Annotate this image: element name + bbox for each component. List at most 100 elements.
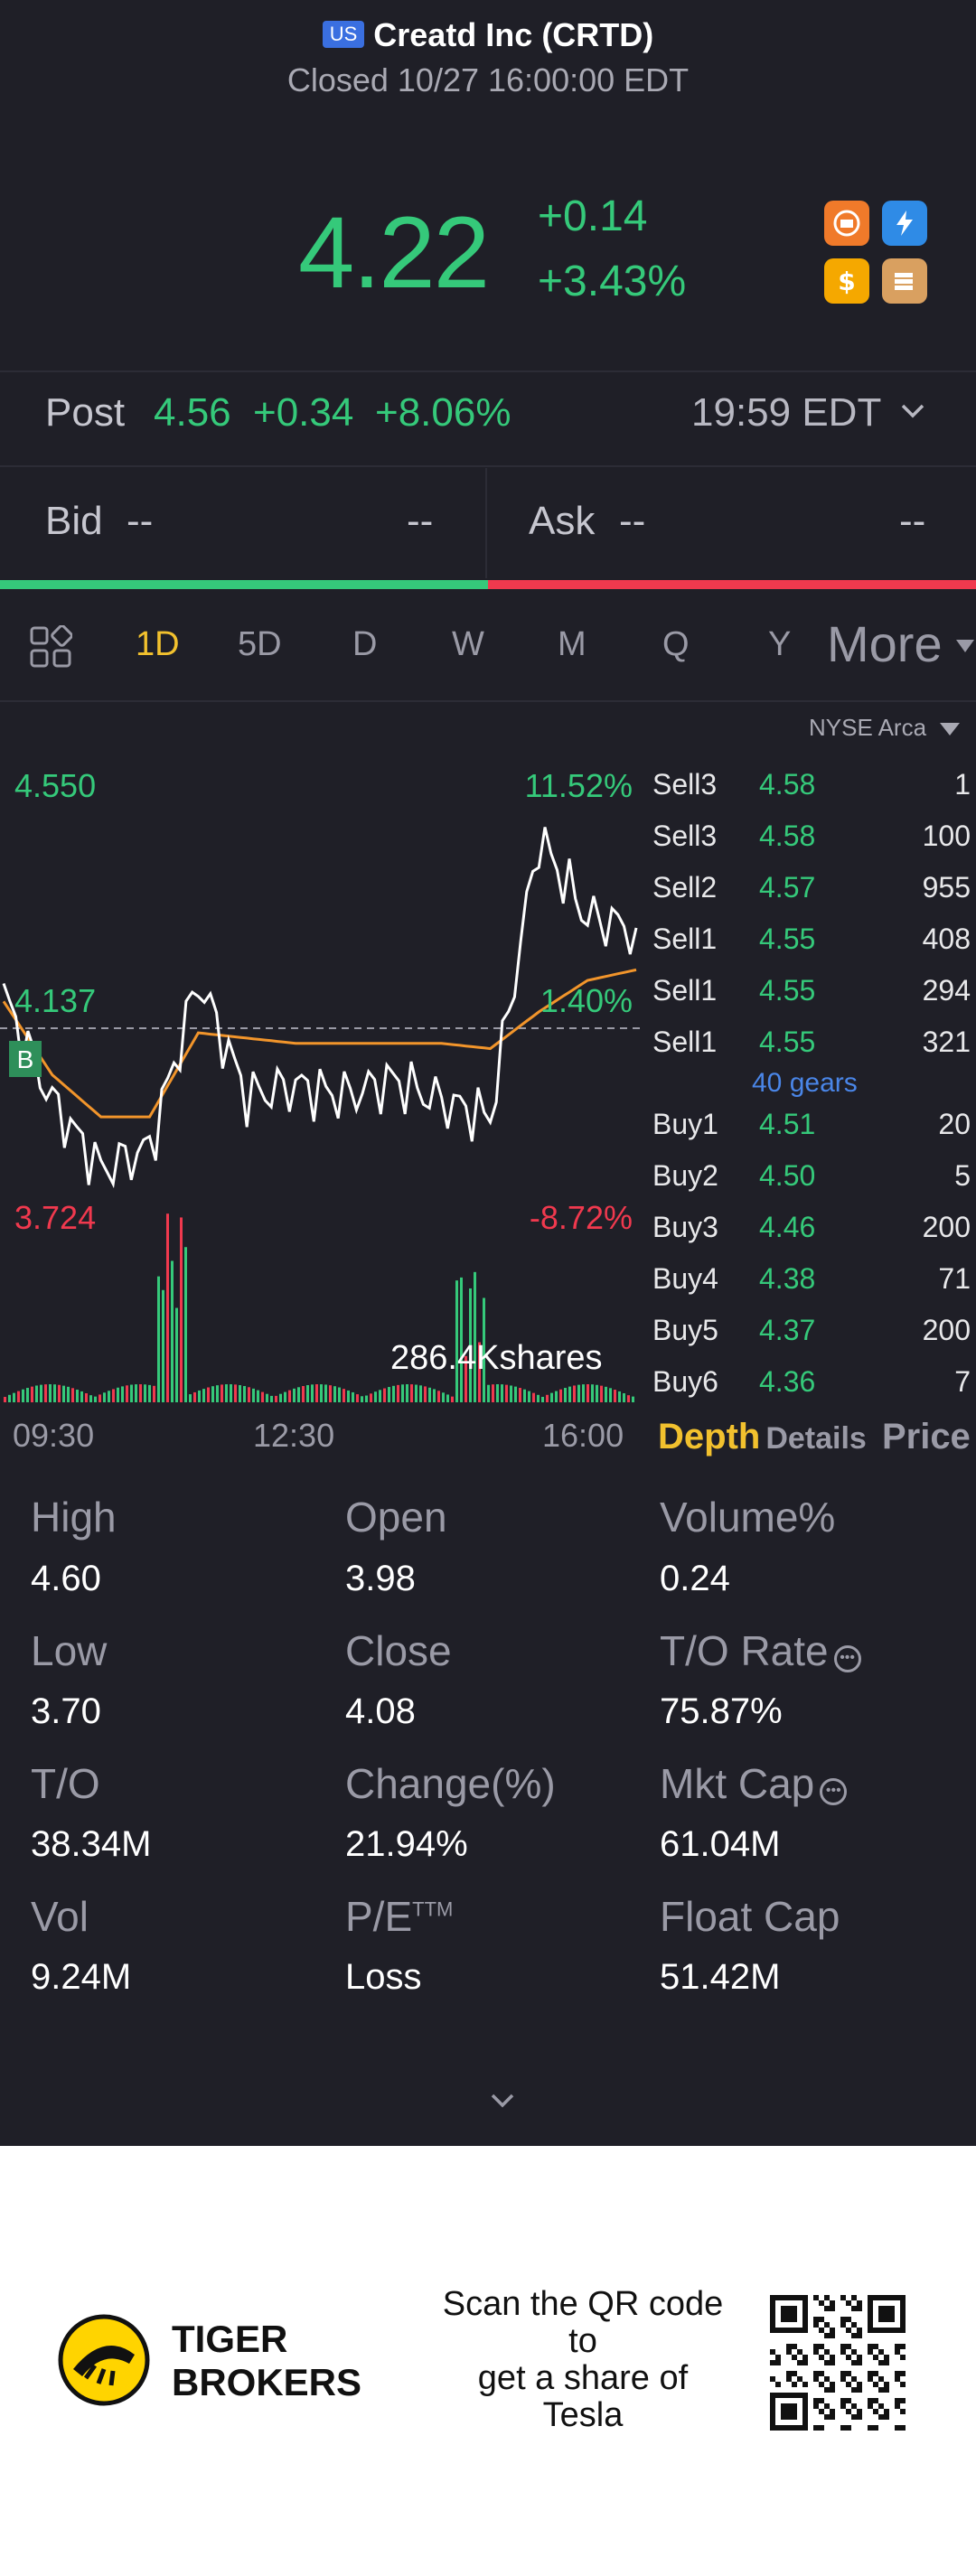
expand-chevron-icon[interactable] — [489, 2087, 516, 2114]
bid-ask-divider — [485, 468, 487, 578]
last-price: 4.22 — [298, 196, 490, 309]
post-time[interactable]: 19:59 EDT — [691, 390, 882, 435]
stat-label: Close — [345, 1627, 452, 1674]
tab-w[interactable]: W — [452, 625, 484, 663]
volume-bar — [519, 1388, 521, 1402]
volume-bar — [257, 1390, 259, 1402]
volume-bar — [361, 1396, 363, 1402]
tab-details[interactable]: Details — [765, 1421, 867, 1456]
stat-value: 21.94% — [345, 1824, 468, 1864]
exchange-selector[interactable]: NYSE Arca — [809, 714, 927, 741]
info-icon[interactable]: ••• — [833, 1645, 861, 1672]
tab-5d[interactable]: 5D — [238, 625, 282, 663]
price-change-pct: +3.43% — [538, 258, 687, 305]
tab-1d[interactable]: 1D — [136, 625, 180, 663]
volume-bar — [189, 1394, 192, 1402]
high-label: 4.550 — [14, 767, 96, 804]
volume-bar — [22, 1389, 24, 1402]
exchange-caret-icon[interactable] — [940, 723, 960, 735]
volume-bar — [171, 1260, 174, 1402]
market-status: Closed 10/27 16:00:00 EDT — [286, 61, 690, 98]
stack-icon[interactable] — [882, 258, 927, 304]
lightning-icon[interactable] — [882, 201, 927, 246]
volume-bar — [388, 1387, 390, 1402]
volume-bar — [135, 1384, 137, 1402]
volume-bar — [306, 1385, 309, 1402]
tab-m[interactable]: M — [558, 625, 587, 663]
volume-bar — [266, 1393, 268, 1402]
volume-bar — [40, 1384, 42, 1402]
buy-marker — [9, 1041, 42, 1077]
book-row: Buy5 4.37 200 — [652, 1314, 971, 1346]
volume-bar — [365, 1395, 368, 1402]
volume-bar — [99, 1394, 101, 1402]
volume-bar — [44, 1384, 47, 1402]
volume-bar — [80, 1391, 83, 1402]
gears-link[interactable]: 40 gears — [752, 1068, 858, 1098]
tab-d[interactable]: D — [352, 625, 378, 663]
stat-value: 51.42M — [660, 1957, 781, 1997]
volume-bar — [126, 1385, 128, 1402]
gift-icon[interactable] — [824, 201, 869, 246]
volume-bar — [302, 1385, 305, 1402]
volume-bar — [162, 1289, 164, 1402]
ask-ratio-bar — [488, 580, 976, 589]
period-tabs: 1D 5D D W M Q Y More — [0, 614, 976, 692]
chevron-down-icon[interactable] — [899, 398, 926, 425]
ask-label: Ask — [529, 499, 596, 543]
volume-bar — [501, 1384, 503, 1402]
volume-bar — [117, 1387, 119, 1402]
mid-label: 4.137 — [14, 982, 96, 1019]
volume-bar — [591, 1384, 594, 1402]
info-icon[interactable]: ••• — [820, 1778, 848, 1805]
volume-bar — [523, 1389, 526, 1402]
grid-icon[interactable] — [29, 625, 72, 669]
volume-bar — [451, 1396, 454, 1402]
post-change-pct: +8.06% — [375, 390, 511, 435]
volume-bar — [17, 1391, 20, 1402]
volume-bar — [8, 1394, 11, 1402]
volume-bar — [433, 1389, 436, 1402]
tab-depth[interactable]: Depth — [658, 1417, 761, 1457]
volume-bar — [582, 1384, 585, 1402]
qr-code — [770, 2295, 906, 2431]
stat-label: Vol — [31, 1893, 89, 1940]
volume-bar — [89, 1395, 92, 1402]
ask-size: -- — [899, 499, 926, 543]
stat-label: Low — [31, 1627, 108, 1674]
intraday-chart[interactable]: B 4.550 11.52% 4.137 1.40% 3.724 -8.72% — [0, 759, 642, 1410]
volume-bar — [329, 1385, 332, 1402]
dollar-icon[interactable]: $ — [824, 258, 869, 304]
volume-bar — [383, 1388, 386, 1402]
more-caret-icon[interactable] — [956, 640, 974, 652]
tab-q[interactable]: Q — [662, 625, 690, 663]
price-line — [2, 827, 638, 1189]
volume-bar — [596, 1384, 598, 1402]
volume-bar — [297, 1387, 300, 1402]
book-tabs: Depth Details Price — [658, 1417, 976, 1457]
volume-bar — [324, 1384, 327, 1402]
volume-bar — [528, 1391, 530, 1402]
volume-bar — [446, 1394, 449, 1402]
volume-bar — [270, 1395, 273, 1402]
volume-bar — [103, 1392, 106, 1402]
volume-bar — [193, 1391, 196, 1402]
volume-bar — [352, 1391, 354, 1402]
volume-bar — [311, 1384, 314, 1402]
bid-price: -- — [127, 499, 154, 543]
volume-bar — [465, 1355, 467, 1402]
volume-bar — [338, 1387, 341, 1402]
stat-value: Loss — [345, 1957, 422, 1997]
tab-y[interactable]: Y — [768, 625, 792, 663]
volume-bar — [370, 1393, 372, 1402]
volume-bar — [49, 1384, 52, 1402]
volume-bar — [537, 1394, 540, 1402]
more-button[interactable]: More — [827, 615, 943, 672]
volume-bar — [53, 1384, 56, 1402]
tab-price[interactable]: Price — [881, 1417, 971, 1457]
volume-bar — [153, 1385, 155, 1402]
volume-bar — [71, 1388, 74, 1402]
volume-bar — [600, 1385, 603, 1402]
bid-label: Bid — [45, 499, 103, 543]
stat-value: 3.70 — [31, 1691, 101, 1731]
